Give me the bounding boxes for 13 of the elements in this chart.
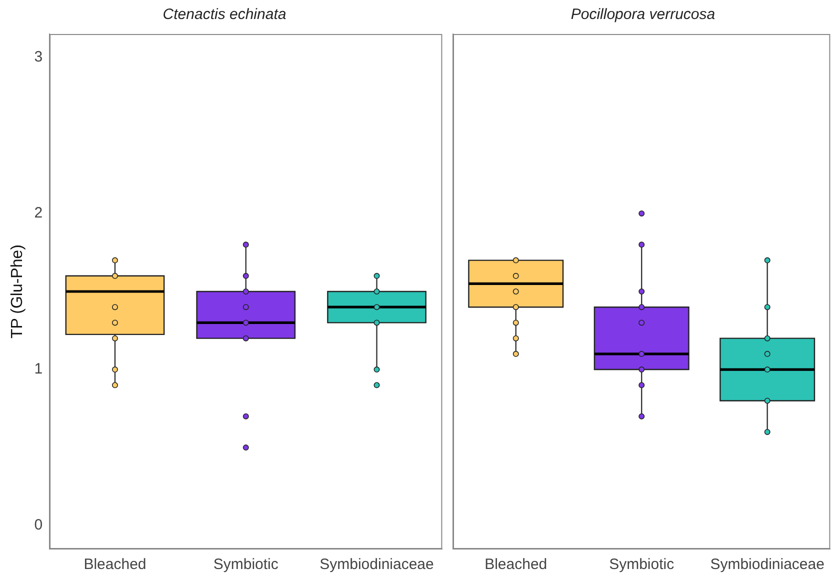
y-tick-label: 3 xyxy=(34,48,43,66)
chart-title: Pocillopora verrucosa xyxy=(570,6,716,24)
x-tick-label: Symbiodiniaceae xyxy=(710,556,824,574)
y-tick-label: 0 xyxy=(34,516,43,534)
chart-title: Ctenactis echinata xyxy=(162,6,286,24)
x-tick-label: Symbiotic xyxy=(609,556,675,574)
y-axis-title: TP (Glu-Phe) xyxy=(9,244,26,338)
y-tick-label: 2 xyxy=(34,204,43,222)
x-tick-label: Bleached xyxy=(484,556,548,574)
x-tick-label: Symbiodiniaceae xyxy=(320,556,434,574)
y-tick-label: 1 xyxy=(34,360,43,378)
x-tick-label: Symbiotic xyxy=(213,556,279,574)
x-tick-label: Bleached xyxy=(84,556,146,574)
